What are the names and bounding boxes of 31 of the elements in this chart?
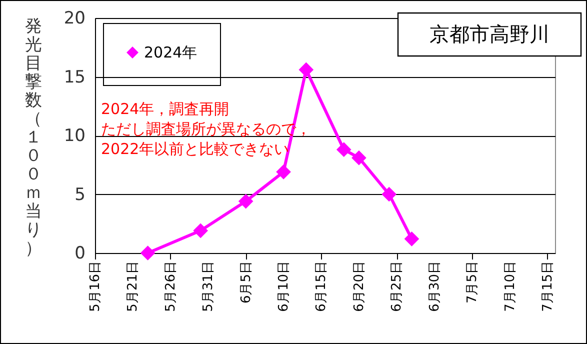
x-tick-label: 7月10日 <box>502 261 518 312</box>
point <box>352 150 366 166</box>
annotation: 2024年，調査再開 <box>101 100 230 118</box>
x-tick-label: 5月26日 <box>163 261 178 312</box>
y-tick-label: 20 <box>64 8 86 28</box>
y-tick-label: 0 <box>74 244 86 264</box>
point <box>193 223 208 238</box>
x-tick-label: 6月30日 <box>427 261 442 312</box>
x-tick-label: 5月21日 <box>126 261 141 312</box>
y-tick-label: 15 <box>64 67 86 88</box>
x-tick-label: 6月5日 <box>238 261 254 304</box>
point <box>336 142 352 158</box>
y-tick-label: 5 <box>74 184 86 205</box>
point <box>238 194 254 209</box>
x-tick-label: 6月25日 <box>390 261 405 312</box>
point <box>140 246 156 260</box>
point <box>276 164 291 180</box>
x-tick-label: 7月15日 <box>540 261 556 312</box>
point <box>382 186 397 202</box>
text: 発光目撃数（１００ｍ当り） <box>25 16 42 258</box>
legend-label: 2024年 <box>144 44 198 62</box>
y-tick-label: 10 <box>64 126 86 146</box>
chart-title: 京都市高野川 <box>430 22 550 46</box>
x-tick-label: 6月10日 <box>276 261 292 312</box>
x-tick-label: 5月16日 <box>88 261 103 312</box>
x-tick-label: 6月20日 <box>352 261 367 312</box>
x-tick-label: 7月5日 <box>465 261 480 304</box>
point <box>404 231 420 246</box>
x-tick-label: 5月31日 <box>201 261 216 312</box>
x-tick-label: 6月15日 <box>314 261 330 312</box>
point <box>298 62 314 78</box>
